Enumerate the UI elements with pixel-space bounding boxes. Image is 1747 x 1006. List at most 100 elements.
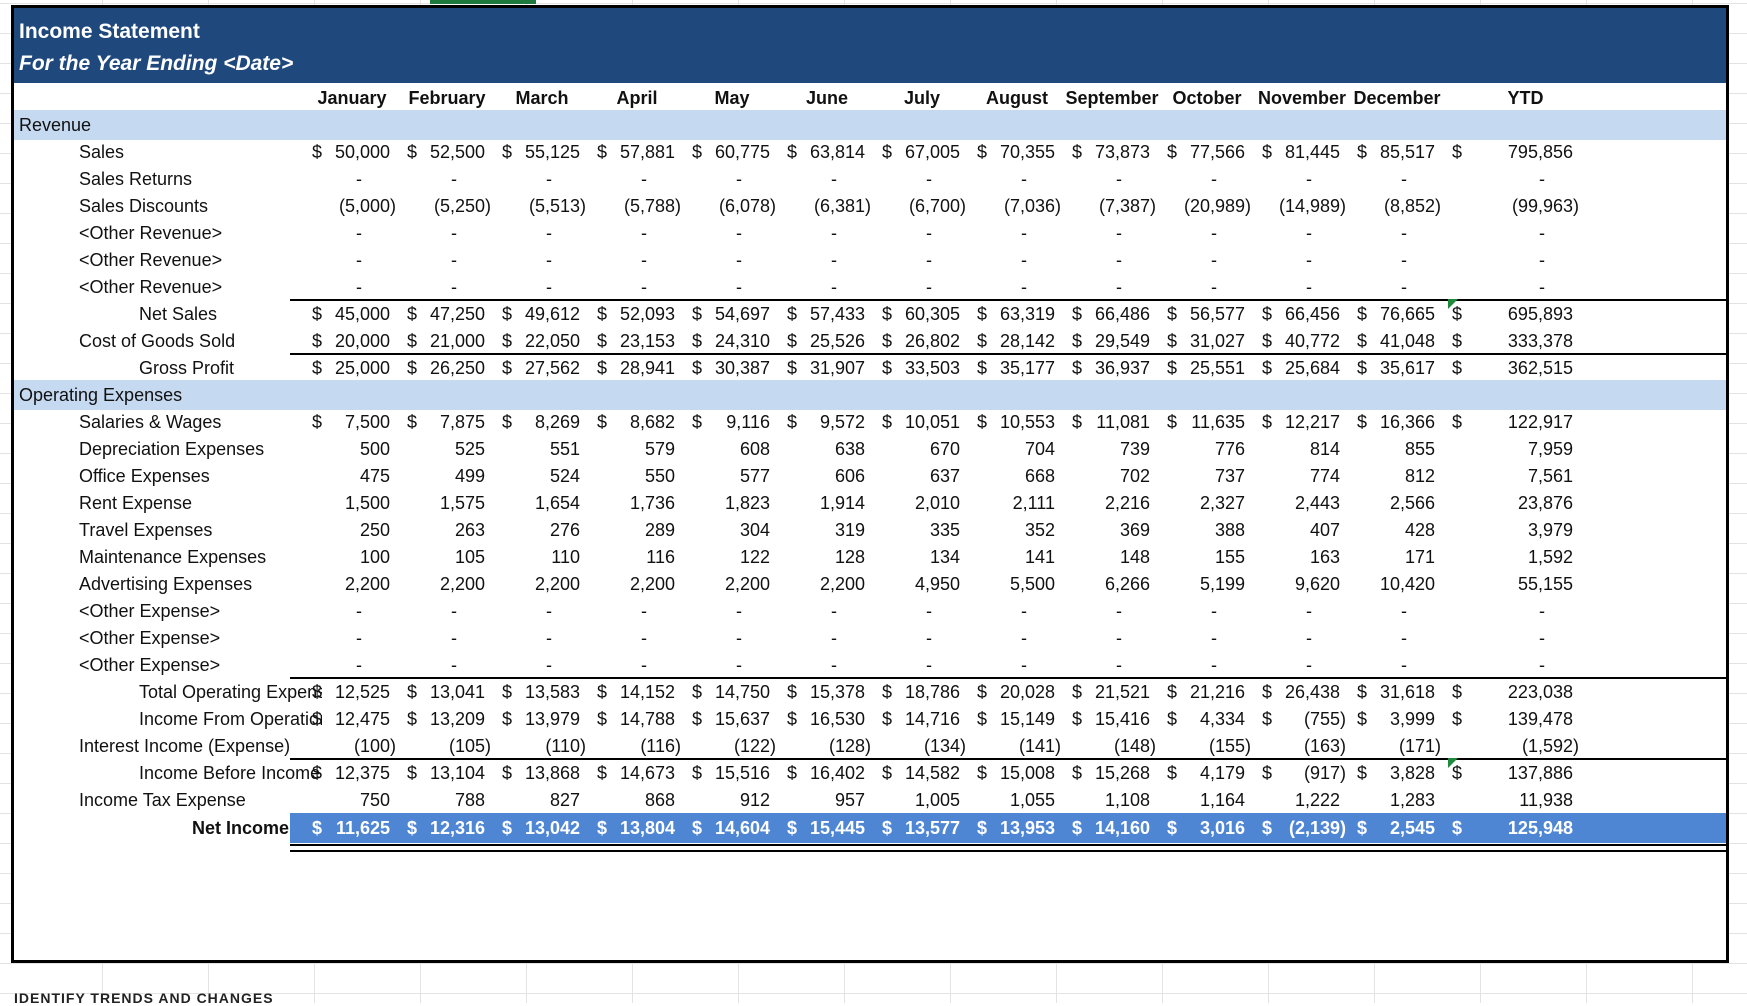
cell-march[interactable]: 524 (494, 466, 590, 488)
row-label[interactable]: Advertising Expenses (79, 574, 253, 594)
cell-june[interactable]: $57,433 (779, 304, 875, 326)
cell-ytd[interactable]: - (1444, 223, 1583, 245)
cell-november[interactable]: - (1254, 277, 1350, 299)
cell-january[interactable]: $50,000 (304, 142, 400, 164)
row-label[interactable]: Office Expenses (79, 466, 210, 486)
cell-ytd[interactable]: $139,478 (1444, 709, 1583, 731)
cell-october[interactable]: 388 (1159, 520, 1255, 542)
cell-august[interactable]: 1,055 (969, 790, 1065, 812)
cell-ytd[interactable]: $223,038 (1444, 682, 1583, 704)
row-label[interactable]: Cost of Goods Sold (79, 331, 236, 351)
cell-september[interactable]: (7,387) (1064, 196, 1160, 218)
cell-june[interactable]: $15,378 (779, 682, 875, 704)
row-label[interactable]: <Other Revenue> (79, 277, 223, 297)
cell-ytd[interactable]: $122,917 (1444, 412, 1583, 434)
cell-november[interactable]: - (1254, 169, 1350, 191)
cell-april[interactable]: $23,153 (589, 331, 685, 353)
cell-november[interactable]: $66,456 (1254, 304, 1350, 326)
cell-april[interactable]: - (589, 223, 685, 245)
cell-september[interactable]: $36,937 (1064, 358, 1160, 380)
cell-august[interactable]: $28,142 (969, 331, 1065, 353)
cell-march[interactable]: $27,562 (494, 358, 590, 380)
cell-september[interactable]: $11,081 (1064, 412, 1160, 434)
row-label[interactable]: Income Before Income (139, 763, 321, 783)
cell-february[interactable]: 499 (399, 466, 495, 488)
cell-july[interactable]: 670 (874, 439, 970, 461)
cell-january[interactable]: $11,625 (304, 818, 400, 840)
cell-january[interactable]: (100) (304, 736, 400, 758)
cell-august[interactable]: - (969, 223, 1065, 245)
cell-march[interactable]: - (494, 655, 590, 677)
cell-april[interactable]: 579 (589, 439, 685, 461)
cell-december[interactable]: 10,420 (1349, 574, 1445, 596)
cell-march[interactable]: (5,513) (494, 196, 590, 218)
cell-november[interactable]: $ (2,139) (1254, 818, 1350, 840)
cell-march[interactable]: - (494, 277, 590, 299)
row-label[interactable]: <Other Expense> (79, 628, 221, 648)
cell-october[interactable]: $77,566 (1159, 142, 1255, 164)
cell-may[interactable]: - (684, 628, 780, 650)
cell-october[interactable]: $4,334 (1159, 709, 1255, 731)
cell-may[interactable]: $15,637 (684, 709, 780, 731)
cell-july[interactable]: 335 (874, 520, 970, 542)
cell-july[interactable]: $14,582 (874, 763, 970, 785)
cell-october[interactable]: $56,577 (1159, 304, 1255, 326)
cell-march[interactable]: 110 (494, 547, 590, 569)
cell-june[interactable]: $16,402 (779, 763, 875, 785)
cell-december[interactable]: $16,366 (1349, 412, 1445, 434)
cell-may[interactable]: 2,200 (684, 574, 780, 596)
cell-november[interactable]: $ (755) (1254, 709, 1350, 731)
cell-february[interactable]: - (399, 601, 495, 623)
cell-july[interactable]: - (874, 277, 970, 299)
cell-june[interactable]: - (779, 601, 875, 623)
cell-december[interactable]: $41,048 (1349, 331, 1445, 353)
cell-june[interactable]: 2,200 (779, 574, 875, 596)
cell-july[interactable]: - (874, 169, 970, 191)
header-july[interactable]: July (903, 88, 941, 108)
cell-january[interactable]: $12,375 (304, 763, 400, 785)
header-february[interactable]: February (408, 88, 486, 108)
cell-november[interactable]: $25,684 (1254, 358, 1350, 380)
statement-title[interactable]: Income Statement (19, 20, 200, 43)
cell-november[interactable]: $40,772 (1254, 331, 1350, 353)
cell-september[interactable]: $15,416 (1064, 709, 1160, 731)
cell-march[interactable]: $13,042 (494, 818, 590, 840)
header-january[interactable]: January (317, 88, 387, 108)
cell-february[interactable]: 2,200 (399, 574, 495, 596)
cell-april[interactable]: - (589, 601, 685, 623)
cell-june[interactable]: - (779, 250, 875, 272)
row-label[interactable]: Income From Operatioı (139, 709, 322, 729)
cell-may[interactable]: - (684, 277, 780, 299)
header-december[interactable]: December (1353, 88, 1441, 108)
cell-february[interactable]: $13,104 (399, 763, 495, 785)
cell-february[interactable]: 1,575 (399, 493, 495, 515)
cell-august[interactable]: - (969, 169, 1065, 191)
cell-september[interactable]: (148) (1064, 736, 1160, 758)
cell-may[interactable]: $14,604 (684, 818, 780, 840)
cell-march[interactable]: $13,868 (494, 763, 590, 785)
cell-april[interactable]: 1,736 (589, 493, 685, 515)
row-label[interactable]: <Other Expense> (79, 655, 221, 675)
cell-january[interactable]: - (304, 250, 400, 272)
cell-november[interactable]: - (1254, 223, 1350, 245)
header-march[interactable]: March (515, 88, 569, 108)
cell-february[interactable]: - (399, 277, 495, 299)
cell-january[interactable]: - (304, 628, 400, 650)
cell-may[interactable]: 577 (684, 466, 780, 488)
cell-december[interactable]: $35,617 (1349, 358, 1445, 380)
cell-february[interactable]: 263 (399, 520, 495, 542)
cell-june[interactable]: - (779, 223, 875, 245)
cell-december[interactable]: - (1349, 223, 1445, 245)
cell-december[interactable]: 428 (1349, 520, 1445, 542)
cell-june[interactable]: (6,381) (779, 196, 875, 218)
cell-june[interactable]: - (779, 655, 875, 677)
cell-may[interactable]: (6,078) (684, 196, 780, 218)
cell-november[interactable]: $ (917) (1254, 763, 1350, 785)
statement-subtitle[interactable]: For the Year Ending <Date> (19, 52, 294, 75)
header-november[interactable]: November (1257, 88, 1347, 108)
cell-ytd[interactable]: 1,592 (1444, 547, 1583, 569)
cell-january[interactable]: - (304, 601, 400, 623)
cell-january[interactable]: - (304, 277, 400, 299)
cell-november[interactable]: 163 (1254, 547, 1350, 569)
cell-september[interactable]: $66,486 (1064, 304, 1160, 326)
